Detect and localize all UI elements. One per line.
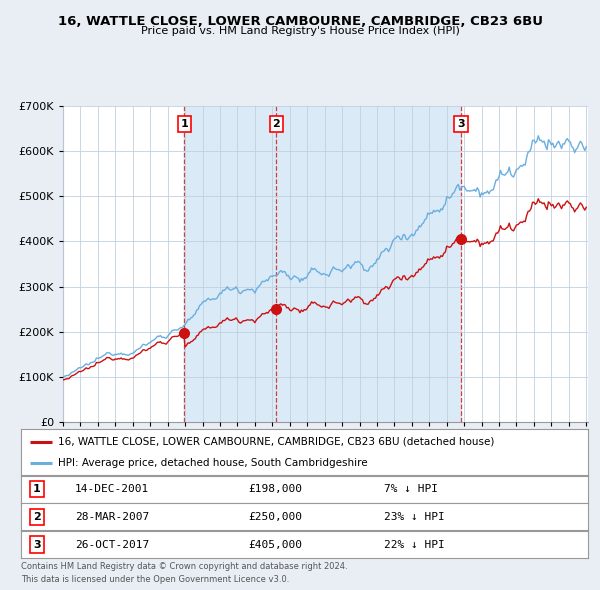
Text: This data is licensed under the Open Government Licence v3.0.: This data is licensed under the Open Gov… <box>21 575 289 584</box>
Text: £405,000: £405,000 <box>248 540 302 549</box>
Text: 16, WATTLE CLOSE, LOWER CAMBOURNE, CAMBRIDGE, CB23 6BU (detached house): 16, WATTLE CLOSE, LOWER CAMBOURNE, CAMBR… <box>58 437 494 447</box>
Text: 16, WATTLE CLOSE, LOWER CAMBOURNE, CAMBRIDGE, CB23 6BU: 16, WATTLE CLOSE, LOWER CAMBOURNE, CAMBR… <box>58 15 542 28</box>
Bar <box>184 106 461 422</box>
Text: 28-MAR-2007: 28-MAR-2007 <box>75 512 149 522</box>
Text: 3: 3 <box>457 119 465 129</box>
Text: 26-OCT-2017: 26-OCT-2017 <box>75 540 149 549</box>
Text: 1: 1 <box>33 484 41 494</box>
Text: 2: 2 <box>33 512 41 522</box>
Text: 1: 1 <box>181 119 188 129</box>
Text: 22% ↓ HPI: 22% ↓ HPI <box>384 540 445 549</box>
Text: 14-DEC-2001: 14-DEC-2001 <box>75 484 149 494</box>
Text: Contains HM Land Registry data © Crown copyright and database right 2024.: Contains HM Land Registry data © Crown c… <box>21 562 347 571</box>
Text: HPI: Average price, detached house, South Cambridgeshire: HPI: Average price, detached house, Sout… <box>58 458 367 468</box>
Text: 23% ↓ HPI: 23% ↓ HPI <box>384 512 445 522</box>
Text: 7% ↓ HPI: 7% ↓ HPI <box>384 484 438 494</box>
Text: £250,000: £250,000 <box>248 512 302 522</box>
Text: Price paid vs. HM Land Registry's House Price Index (HPI): Price paid vs. HM Land Registry's House … <box>140 26 460 36</box>
Text: 2: 2 <box>272 119 280 129</box>
Text: £198,000: £198,000 <box>248 484 302 494</box>
Text: 3: 3 <box>33 540 41 549</box>
